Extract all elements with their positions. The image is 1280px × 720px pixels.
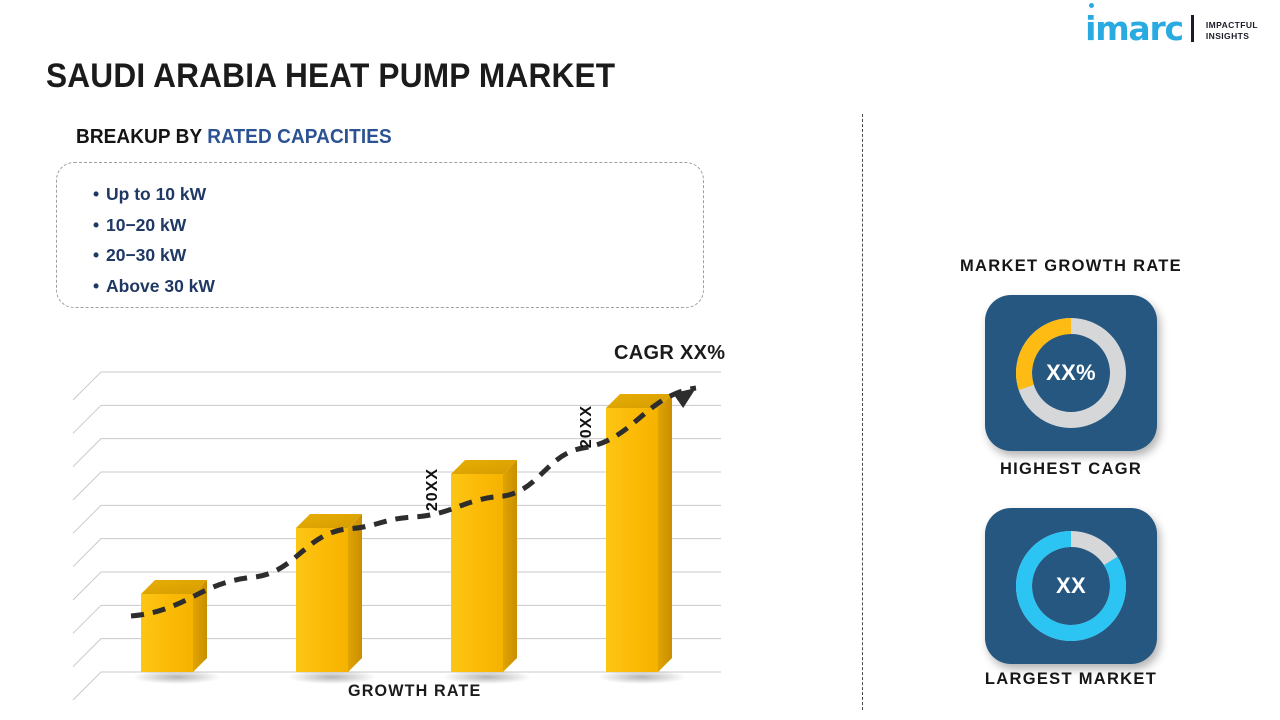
logo-wordmark: imarc xyxy=(1085,3,1184,48)
bar-top-face xyxy=(296,514,362,528)
trendline-path xyxy=(130,385,697,619)
bar-side-face xyxy=(658,394,672,672)
gridline xyxy=(72,438,721,468)
bar-side-face xyxy=(503,460,517,672)
bar-front-face xyxy=(451,474,503,672)
gridline xyxy=(72,404,721,434)
market-growth-rate-label: MARKET GROWTH RATE xyxy=(960,257,1182,275)
list-item: • Above 30 kW xyxy=(93,271,703,302)
list-item-label: Up to 10 kW xyxy=(106,184,207,204)
logo-tagline: IMPACTFUL INSIGHTS xyxy=(1206,20,1258,45)
list-item: • Up to 10 kW xyxy=(93,179,703,210)
logo-wordmark-text: imarc xyxy=(1085,9,1184,48)
vertical-divider xyxy=(862,114,863,710)
bar-front-face xyxy=(141,594,193,672)
list-item-label: 10−20 kW xyxy=(106,214,187,235)
largest-market-value: XX xyxy=(1056,573,1086,598)
largest-market-tile: XX xyxy=(985,508,1157,664)
bar-value-label: 20XX xyxy=(578,405,595,449)
chart-canvas xyxy=(72,371,721,701)
highest-cagr-tile: XX% xyxy=(985,295,1157,451)
bar-top-face xyxy=(451,460,517,474)
highest-cagr-label: HIGHEST CAGR xyxy=(999,460,1143,478)
largest-market-label: LARGEST MARKET xyxy=(984,670,1158,688)
subtitle-prefix: BREAKUP BY xyxy=(76,126,208,148)
bar-shadow xyxy=(132,670,222,684)
logo-tagline-line1: IMPACTFUL xyxy=(1205,20,1258,30)
list-item: • 10−20 kW xyxy=(93,210,703,241)
bar-shadow xyxy=(597,670,687,684)
bullet-glyph: • xyxy=(93,275,100,296)
rated-capacities-box: • Up to 10 kW • 10−20 kW • 20−30 kW • Above … xyxy=(56,162,704,308)
donut-arc xyxy=(1016,531,1126,641)
imarc-logo: imarc IMPACTFUL INSIGHTS xyxy=(1085,3,1258,48)
bar-top-face xyxy=(141,580,207,594)
gridline xyxy=(72,371,721,401)
bar-shadow xyxy=(287,670,377,684)
highest-cagr-value: XX% xyxy=(1046,360,1096,385)
rated-capacities-list: • Up to 10 kW • 10−20 kW • 20−30 kW • Above … xyxy=(93,179,703,301)
bar-side-face xyxy=(348,514,362,672)
list-item: • 20−30 kW xyxy=(93,240,703,271)
donut-arc xyxy=(1016,318,1072,390)
subtitle-highlight: RATED CAPACITIES xyxy=(207,126,392,148)
logo-separator xyxy=(1190,15,1194,42)
section-subtitle: BREAKUP BY RATED CAPACITIES xyxy=(76,126,392,149)
bullet-glyph: • xyxy=(93,184,100,204)
bar-value-label: 20XX xyxy=(424,468,441,512)
chart-bars xyxy=(132,394,687,684)
list-item-label: 20−30 kW xyxy=(106,245,187,265)
bar-front-face xyxy=(606,408,658,672)
chart-trendline xyxy=(130,385,697,619)
logo-tagline-line2: INSIGHTS xyxy=(1205,30,1250,41)
chart-cagr-label: CAGR XX% xyxy=(614,342,726,364)
bar-shadow xyxy=(442,670,532,684)
highest-cagr-donut xyxy=(1016,318,1126,428)
bullet-glyph: • xyxy=(93,214,100,235)
bar-side-face xyxy=(193,580,207,672)
list-item-label: Above 30 kW xyxy=(106,275,215,296)
largest-market-donut xyxy=(1016,531,1126,641)
logo-dot-icon xyxy=(1089,3,1095,8)
page-title: SAUDI ARABIA HEAT PUMP MARKET xyxy=(46,57,616,95)
growth-rate-bar-chart xyxy=(46,325,766,710)
bar-front-face xyxy=(296,528,348,672)
chart-x-axis-label: GROWTH RATE xyxy=(348,681,482,700)
bullet-glyph: • xyxy=(93,245,100,265)
metrics-panel: CAGR XX% (20XX-20XX) MARKET GROWTH RATE … xyxy=(862,0,1280,720)
trendline-arrow-icon xyxy=(672,388,696,408)
